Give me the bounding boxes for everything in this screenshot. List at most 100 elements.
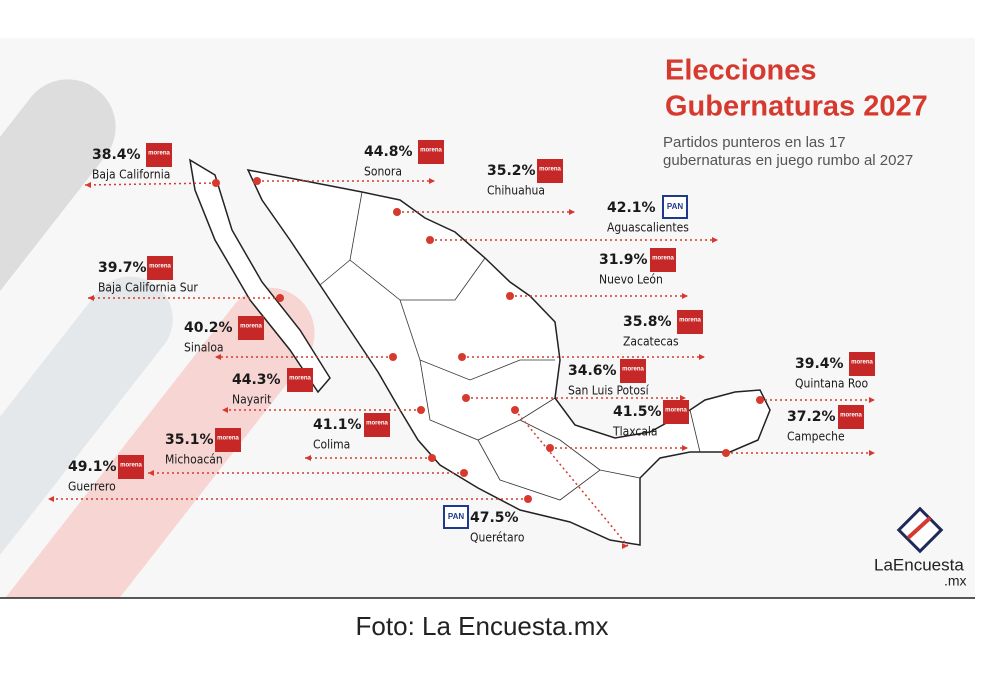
party-name: morena — [240, 324, 262, 330]
percentage: 41.5% — [613, 404, 662, 420]
party-logo — [238, 316, 264, 340]
party-name: morena — [539, 167, 561, 173]
party-name: morena — [149, 264, 171, 270]
legend-text: Elecciones Gubernaturas 2027 Partidos pu… — [663, 55, 928, 169]
state-dot — [417, 406, 425, 414]
arrowhead — [712, 237, 718, 243]
party-logo — [537, 159, 563, 183]
logo-icon — [906, 516, 932, 540]
party-name: morena — [840, 413, 862, 419]
arrowhead — [869, 397, 875, 403]
state-dot — [212, 179, 220, 187]
state-name: Quintana Roo — [795, 377, 868, 391]
percentage: 47.5% — [470, 510, 519, 526]
percentage: 42.1% — [607, 200, 656, 216]
state-dot — [460, 469, 468, 477]
percentage: 39.4% — [795, 356, 844, 372]
percentage: 40.2% — [184, 320, 233, 336]
party-name: morena — [652, 256, 674, 262]
percentage: 34.6% — [568, 363, 617, 379]
arrowhead — [148, 470, 154, 476]
party-name: PAN — [448, 512, 465, 521]
state-dot — [506, 292, 514, 300]
party-name: morena — [420, 148, 442, 154]
percentage: 44.3% — [232, 372, 281, 388]
arrowhead — [429, 178, 435, 184]
arrowhead — [85, 182, 91, 188]
party-logo — [287, 368, 313, 392]
logo-text: LaEncuesta — [874, 555, 964, 574]
party-name: morena — [622, 367, 644, 373]
party-name: morena — [851, 360, 873, 366]
percentage: 35.1% — [165, 432, 214, 448]
party-logo — [663, 400, 689, 424]
state-dot — [389, 353, 397, 361]
party-logo — [418, 140, 444, 164]
state-dot — [426, 236, 434, 244]
percentage: 41.1% — [313, 417, 362, 433]
state-dot — [511, 406, 519, 414]
stripe — [0, 79, 116, 510]
percentage: 38.4% — [92, 147, 141, 163]
arrowhead — [699, 354, 705, 360]
party-logo — [118, 455, 144, 479]
state-name: Baja California — [92, 168, 170, 182]
subtitle: gubernaturas en juego rumbo al 2027 — [663, 152, 913, 169]
state-name: Campeche — [787, 430, 845, 444]
arrowhead — [622, 543, 628, 549]
state-dot — [462, 394, 470, 402]
party-logo — [364, 413, 390, 437]
stripe — [0, 276, 173, 598]
state-dot — [393, 208, 401, 216]
party-logo — [650, 248, 676, 272]
state-name: San Luis Potosí — [568, 384, 650, 398]
state-name: Aguascalientes — [607, 221, 689, 235]
percentage: 44.8% — [364, 144, 413, 160]
state-dot — [524, 495, 532, 503]
state-name: Nayarit — [232, 393, 271, 407]
title: Elecciones — [665, 55, 817, 87]
arrowhead — [569, 209, 575, 215]
state-name: Guerrero — [68, 480, 116, 494]
subtitle: Partidos punteros en las 17 — [663, 134, 846, 151]
party-name: PAN — [667, 202, 684, 211]
party-logo — [146, 143, 172, 167]
state-name: Chihuahua — [487, 184, 545, 198]
logo-suffix: .mx — [944, 573, 967, 589]
party-name: morena — [679, 318, 701, 324]
state-name: Michoacán — [165, 453, 223, 467]
arrowhead — [222, 407, 228, 413]
party-logo — [215, 428, 241, 452]
party-logo — [443, 505, 469, 529]
party-logo — [620, 359, 646, 383]
party-name: morena — [217, 436, 239, 442]
party-logo — [662, 195, 688, 219]
party-name: morena — [665, 408, 687, 414]
state-name: Querétaro — [470, 531, 525, 545]
percentage: 31.9% — [599, 252, 648, 268]
leader-line — [84, 182, 217, 186]
party-name: morena — [366, 421, 388, 427]
party-name: morena — [289, 376, 311, 382]
party-logo — [838, 405, 864, 429]
percentage: 49.1% — [68, 459, 117, 475]
state-borders — [319, 191, 701, 501]
arrowhead — [215, 354, 221, 360]
arrowhead — [680, 395, 686, 401]
arrowhead — [682, 445, 688, 451]
state-dot — [756, 396, 764, 404]
map-baja — [188, 158, 331, 394]
state-name: Baja California Sur — [98, 281, 198, 295]
party-name: morena — [148, 151, 170, 157]
decor — [0, 79, 315, 598]
percentage: 39.7% — [98, 260, 147, 276]
state-name: Tlaxcala — [612, 425, 658, 439]
caption: Foto: La Encuesta.mx — [356, 611, 609, 641]
state-name: Sonora — [364, 165, 402, 179]
state-name: Nuevo León — [599, 273, 663, 287]
brand-logo: LaEncuesta .mx — [874, 506, 967, 589]
state-name: Sinaloa — [184, 341, 224, 355]
state-dot — [276, 294, 284, 302]
percentage: 35.8% — [623, 314, 672, 330]
